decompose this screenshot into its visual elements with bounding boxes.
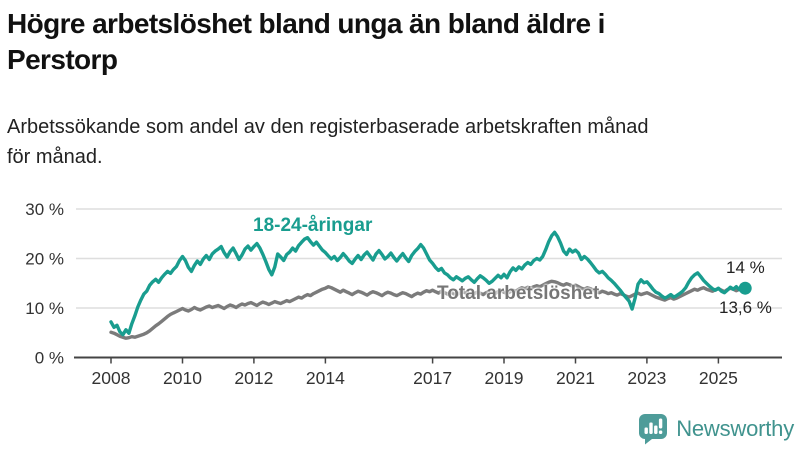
page-title: Högre arbetslöshet bland unga än bland ä…: [7, 6, 795, 78]
y-tick-label: 10 %: [25, 299, 64, 318]
x-tick-label: 2014: [306, 368, 345, 388]
subtitle-line-2: för månad.: [7, 146, 103, 168]
series-label-total: Total arbetslöshet: [437, 283, 600, 304]
y-tick-label: 20 %: [25, 250, 64, 269]
line-total: [109, 279, 747, 340]
x-tick-label: 2010: [163, 368, 202, 388]
newsworthy-logo[interactable]: Newsworthy: [638, 413, 794, 445]
title-line-2: Perstorp: [7, 44, 118, 75]
series-label-young: 18-24-åringar: [253, 215, 373, 236]
end-value-young: 14 %: [726, 258, 765, 277]
x-tick-label: 2012: [234, 368, 273, 388]
x-tick-label: 2021: [556, 368, 595, 388]
newsworthy-logo-text: Newsworthy: [676, 416, 794, 441]
x-tick-label: 2025: [699, 368, 738, 388]
x-tick-label: 2017: [413, 368, 452, 388]
title-line-1: Högre arbetslöshet bland unga än bland ä…: [7, 8, 605, 39]
x-tick-label: 2008: [92, 368, 131, 388]
line-young: [109, 230, 747, 337]
end-value-total: 13,6 %: [719, 298, 772, 317]
chart-subtitle: Arbetssökande som andel av den registerb…: [7, 112, 787, 172]
end-dot: [738, 281, 752, 295]
newsworthy-icon: [639, 414, 668, 445]
y-tick-label: 30 %: [25, 200, 64, 219]
x-tick-label: 2023: [627, 368, 666, 388]
x-tick-label: 2019: [485, 368, 524, 388]
y-tick-label: 0 %: [35, 349, 64, 368]
subtitle-line-1: Arbetssökande som andel av den registerb…: [7, 116, 649, 138]
chart-header: Högre arbetslöshet bland unga än bland ä…: [7, 6, 795, 78]
